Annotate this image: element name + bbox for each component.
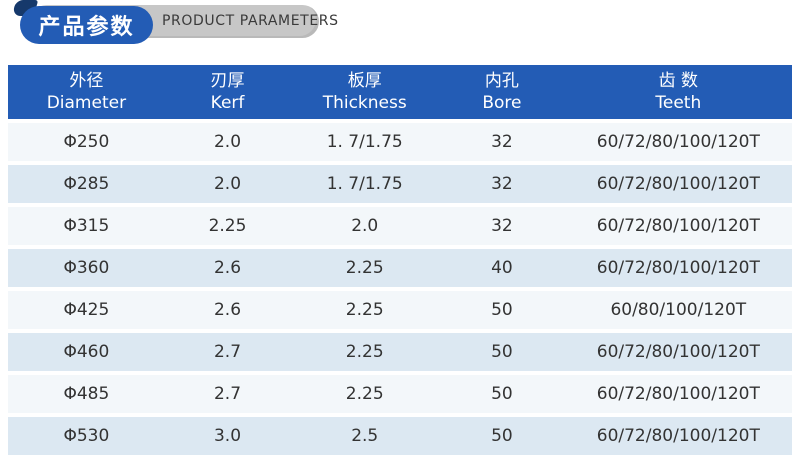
table-cell: 60/72/80/100/120T — [596, 174, 760, 194]
table-cell: 1. 7/1.75 — [326, 174, 403, 194]
table-cell: Φ285 — [63, 174, 110, 194]
table-cell: 50 — [491, 426, 513, 446]
header-label-cn: 外径 — [69, 70, 104, 91]
header-label-en: Thickness — [322, 93, 407, 113]
table-cell: Φ530 — [63, 426, 110, 446]
header-label-en: Bore — [482, 93, 522, 113]
table-cell: 2.7 — [213, 384, 242, 404]
table-cell: 2.25 — [345, 384, 384, 404]
table-row: Φ530 3.0 2.5 50 60/72/80/100/120T — [8, 417, 792, 455]
table-cell: 60/72/80/100/120T — [596, 384, 760, 404]
table-cell: 32 — [491, 216, 513, 236]
table-body: Φ250 2.0 1. 7/1.75 32 60/72/80/100/120T Φ285 2… — [8, 123, 792, 455]
header-label-en: Teeth — [655, 93, 702, 113]
table-cell: 60/80/100/120T — [610, 300, 747, 320]
table-cell: 2.6 — [213, 258, 242, 278]
header-label-cn: 内孔 — [484, 70, 519, 91]
section-header: PRODUCT PARAMETERS 产品参数 — [0, 0, 800, 48]
header-cell: 外径 Diameter — [8, 65, 165, 119]
table-cell: 1. 7/1.75 — [326, 132, 403, 152]
table-cell: 50 — [491, 300, 513, 320]
table-cell: 60/72/80/100/120T — [596, 132, 760, 152]
table-cell: 60/72/80/100/120T — [596, 258, 760, 278]
product-parameters-table: 外径 Diameter 刃厚 Kerf 板厚 Thickness 内孔 Bore 齿 数 Teet… — [8, 65, 792, 459]
table-cell: Φ485 — [63, 384, 110, 404]
table-cell: 2.25 — [345, 342, 384, 362]
header-label-cn: 刃厚 — [210, 70, 245, 91]
table-cell: Φ460 — [63, 342, 110, 362]
table-cell: 50 — [491, 342, 513, 362]
table-cell: 2.0 — [213, 132, 242, 152]
table-header-row: 外径 Diameter 刃厚 Kerf 板厚 Thickness 内孔 Bore 齿 数 Teet… — [8, 65, 792, 119]
header-cell: 齿 数 Teeth — [565, 65, 792, 119]
table-row: Φ285 2.0 1. 7/1.75 32 60/72/80/100/120T — [8, 165, 792, 203]
section-subtitle: PRODUCT PARAMETERS — [162, 13, 339, 29]
table-row: Φ460 2.7 2.25 50 60/72/80/100/120T — [8, 333, 792, 371]
table-cell: 2.7 — [213, 342, 242, 362]
table-cell: 2.6 — [213, 300, 242, 320]
table-cell: 2.25 — [208, 216, 247, 236]
table-cell: 32 — [491, 132, 513, 152]
table-cell: 2.5 — [351, 426, 379, 446]
table-row: Φ360 2.6 2.25 40 60/72/80/100/120T — [8, 249, 792, 287]
section-title-pill: 产品参数 — [20, 6, 153, 44]
table-cell: 40 — [491, 258, 513, 278]
table-cell: Φ250 — [63, 132, 110, 152]
table-cell: 2.25 — [345, 258, 384, 278]
section-title: 产品参数 — [38, 15, 135, 40]
table-row: Φ250 2.0 1. 7/1.75 32 60/72/80/100/120T — [8, 123, 792, 161]
header-label-cn: 齿 数 — [658, 70, 698, 91]
header-cell: 刃厚 Kerf — [165, 65, 290, 119]
table-cell: Φ360 — [63, 258, 110, 278]
table-cell: 60/72/80/100/120T — [596, 426, 760, 446]
table-cell: 2.0 — [351, 216, 379, 236]
header-cell: 板厚 Thickness — [290, 65, 439, 119]
table-cell: 3.0 — [213, 426, 242, 446]
table-row: Φ425 2.6 2.25 50 60/80/100/120T — [8, 291, 792, 329]
table-cell: 50 — [491, 384, 513, 404]
table-cell: Φ425 — [63, 300, 110, 320]
header-label-cn: 板厚 — [347, 70, 382, 91]
table-cell: 2.25 — [345, 300, 384, 320]
table-cell: 2.0 — [213, 174, 242, 194]
header-label-en: Diameter — [46, 93, 127, 113]
table-cell: 60/72/80/100/120T — [596, 216, 760, 236]
table-cell: 32 — [491, 174, 513, 194]
header-cell: 内孔 Bore — [439, 65, 564, 119]
header-label-en: Kerf — [210, 93, 245, 113]
table-cell: Φ315 — [63, 216, 110, 236]
table-row: Φ315 2.25 2.0 32 60/72/80/100/120T — [8, 207, 792, 245]
table-cell: 60/72/80/100/120T — [596, 342, 760, 362]
table-row: Φ485 2.7 2.25 50 60/72/80/100/120T — [8, 375, 792, 413]
